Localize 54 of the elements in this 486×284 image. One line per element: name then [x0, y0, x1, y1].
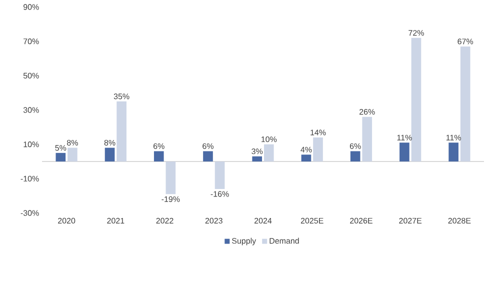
bar [214, 162, 225, 189]
data-label: 26% [360, 109, 375, 115]
bar [203, 151, 213, 162]
x-tick-label: 2023 [205, 218, 222, 224]
legend-label: Demand [270, 238, 299, 244]
legend-label: Supply [232, 238, 256, 246]
data-label: 3% [252, 148, 263, 154]
data-label: 11% [446, 134, 461, 140]
data-label: 72% [408, 30, 424, 36]
data-label: -16% [210, 191, 229, 197]
y-tick-label: 10% [24, 142, 39, 148]
data-label: 6% [350, 143, 361, 149]
data-label: 11% [397, 134, 412, 140]
data-label: 8% [104, 140, 116, 146]
bar [264, 144, 274, 162]
y-tick-label: -30% [20, 210, 39, 216]
bar [301, 154, 312, 162]
y-tick-label: 50% [23, 72, 39, 78]
data-label: 8% [67, 140, 78, 146]
bar [166, 162, 176, 194]
data-label: 67% [458, 38, 474, 44]
bar [154, 151, 164, 162]
bar [68, 148, 78, 162]
bar [411, 38, 422, 162]
x-tick-label: 2025E [300, 218, 324, 224]
data-label: -19% [162, 196, 180, 202]
bar [56, 152, 66, 162]
bar [350, 151, 360, 162]
bar [448, 142, 458, 162]
x-tick-label: 2026E [350, 218, 372, 224]
x-tick-label: 2022 [156, 218, 174, 224]
data-label: 6% [202, 143, 214, 149]
y-tick-label: 70% [24, 38, 39, 44]
x-tick-label: 2020 [58, 218, 76, 224]
bar [252, 156, 262, 162]
x-tick-label: 2024 [254, 218, 272, 224]
x-tick-label: 2021 [107, 218, 124, 224]
bar [104, 148, 115, 162]
bar [313, 137, 323, 162]
y-tick-label: 90% [24, 4, 39, 10]
x-tick-label: 2028E [448, 218, 471, 224]
y-tick-label: 30% [23, 107, 39, 113]
bar [116, 101, 126, 162]
data-label: 14% [310, 130, 326, 136]
data-label: 4% [300, 146, 312, 152]
data-label: 5% [55, 145, 66, 151]
y-tick-label: -10% [20, 176, 39, 182]
data-label: 10% [262, 136, 277, 142]
data-label: 6% [154, 143, 164, 149]
bar [460, 46, 470, 162]
data-label: 35% [114, 94, 130, 100]
bar [400, 142, 410, 162]
x-tick-label: 2027E [399, 218, 422, 224]
bar [362, 116, 372, 162]
